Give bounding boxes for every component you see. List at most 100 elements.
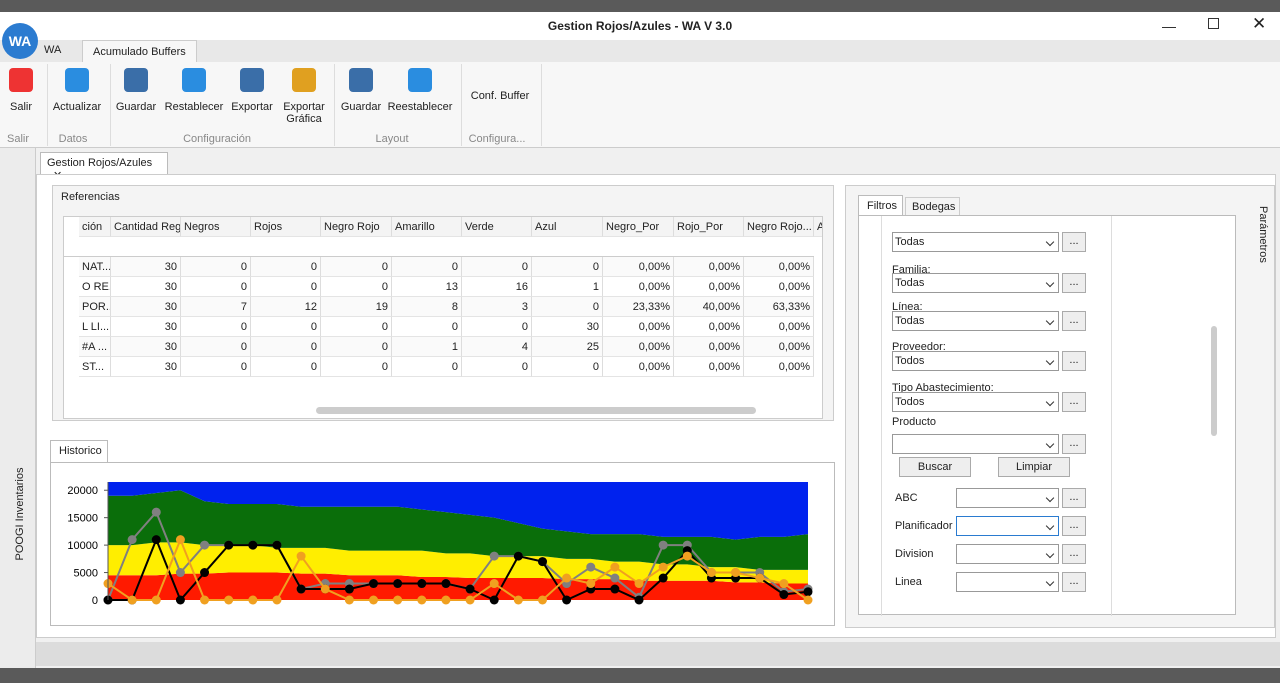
grid-cell[interactable]: 30 <box>111 337 181 357</box>
grid-cell[interactable]: 0,00% <box>603 357 674 377</box>
grid-cell[interactable]: 0 <box>181 317 251 337</box>
grid-cell[interactable]: 0,00% <box>744 317 814 337</box>
select[interactable] <box>956 516 1059 536</box>
button[interactable]: Limpiar <box>998 457 1070 477</box>
column-header[interactable]: Verde <box>462 217 532 237</box>
grid-cell[interactable]: 30 <box>111 297 181 317</box>
grid-cell[interactable]: 30 <box>532 317 603 337</box>
select[interactable] <box>956 488 1059 508</box>
grid-cell[interactable]: 12 <box>251 297 321 317</box>
historico-tab[interactable]: Historico <box>50 440 108 462</box>
grid-cell[interactable]: 0 <box>321 337 392 357</box>
ribbon-button[interactable]: Salir <box>0 66 51 128</box>
grid-cell[interactable]: 0 <box>532 297 603 317</box>
filter-tab[interactable]: Bodegas <box>905 197 960 216</box>
ribbon-button[interactable]: Guardar <box>331 66 391 128</box>
column-header[interactable]: Amarillo <box>392 217 462 237</box>
grid-cell[interactable]: 0,00% <box>674 337 744 357</box>
ellipsis-button[interactable]: ... <box>1062 488 1086 508</box>
ellipsis-button[interactable]: ... <box>1062 232 1086 252</box>
grid-cell[interactable]: 30 <box>111 317 181 337</box>
select[interactable]: Todas <box>892 273 1059 293</box>
grid-cell[interactable]: 8 <box>392 297 462 317</box>
close[interactable]: ✕ <box>1252 14 1266 34</box>
grid-cell[interactable]: 0 <box>251 317 321 337</box>
ellipsis-button[interactable]: ... <box>1062 311 1086 331</box>
grid-cell[interactable]: 30 <box>111 257 181 277</box>
minimize[interactable]: — <box>1162 18 1176 34</box>
select[interactable] <box>956 572 1059 592</box>
grid-cell[interactable]: 0 <box>392 257 462 277</box>
grid-cell[interactable]: 16 <box>462 277 532 297</box>
column-header[interactable]: Cantidad Reg <box>111 217 181 237</box>
ribbon-button[interactable]: Restablecer <box>164 66 224 128</box>
grid-cell[interactable]: 0 <box>462 317 532 337</box>
grid-cell[interactable]: 0 <box>392 357 462 377</box>
grid-cell[interactable]: 0 <box>181 257 251 277</box>
grid-cell[interactable]: 0,00% <box>744 337 814 357</box>
grid-cell[interactable]: O RE... <box>79 277 111 297</box>
grid-cell[interactable]: 0,00% <box>603 317 674 337</box>
grid-cell[interactable]: 0,00% <box>603 257 674 277</box>
grid-cell[interactable]: 0,00% <box>603 337 674 357</box>
grid-cell[interactable]: NAT... <box>79 257 111 277</box>
grid-cell[interactable]: 0 <box>462 357 532 377</box>
document-tab[interactable]: Gestion Rojos/Azules ✕ <box>40 152 168 174</box>
ribbon-button[interactable]: Actualizar <box>47 66 107 128</box>
grid-cell[interactable]: 0 <box>251 257 321 277</box>
ribbon-button[interactable]: Guardar <box>106 66 166 128</box>
grid-cell[interactable]: 0,00% <box>744 257 814 277</box>
sidebar-label[interactable]: POOGI Inventarios <box>14 454 26 574</box>
select[interactable]: Todas <box>892 311 1059 331</box>
column-header[interactable]: A <box>814 217 823 237</box>
grid-cell[interactable]: 0,00% <box>744 357 814 377</box>
grid-cell[interactable]: 19 <box>321 297 392 317</box>
grid-cell[interactable]: 7 <box>181 297 251 317</box>
grid-cell[interactable]: 3 <box>462 297 532 317</box>
select[interactable]: Todos <box>892 351 1059 371</box>
grid-cell[interactable]: 40,00% <box>674 297 744 317</box>
grid-cell[interactable]: 0,00% <box>603 277 674 297</box>
column-header[interactable]: Rojos <box>251 217 321 237</box>
grid-cell[interactable]: L LI... <box>79 317 111 337</box>
grid-cell[interactable]: 0 <box>251 277 321 297</box>
grid-cell[interactable]: 30 <box>111 277 181 297</box>
grid-cell[interactable]: 4 <box>462 337 532 357</box>
ribbon-tab[interactable]: Acumulado Buffers <box>82 40 197 62</box>
grid-cell[interactable]: 0 <box>251 337 321 357</box>
ribbon-tab[interactable]: WA <box>44 44 78 56</box>
ribbon-button[interactable]: Reestablecer <box>390 66 450 128</box>
column-header[interactable]: Negros <box>181 217 251 237</box>
grid-cell[interactable]: 0 <box>181 357 251 377</box>
grid-cell[interactable]: 0 <box>321 277 392 297</box>
text-input[interactable] <box>892 434 1059 454</box>
button[interactable]: Buscar <box>899 457 971 477</box>
ribbon-button[interactable]: Conf. Buffer <box>470 66 530 128</box>
ellipsis-button[interactable]: ... <box>1062 434 1086 454</box>
grid-cell[interactable]: #A ... <box>79 337 111 357</box>
column-header[interactable]: Negro_Por <box>603 217 674 237</box>
column-header[interactable]: Rojo_Por <box>674 217 744 237</box>
grid-cell[interactable]: 30 <box>111 357 181 377</box>
column-header[interactable]: Azul <box>532 217 603 237</box>
select[interactable]: Todas <box>892 232 1059 252</box>
filter-tab[interactable]: Filtros <box>858 195 903 216</box>
ribbon-button[interactable]: Exportar Gráfica <box>274 66 334 128</box>
select[interactable] <box>956 544 1059 564</box>
grid-cell[interactable]: 25 <box>532 337 603 357</box>
grid-cell[interactable]: 0 <box>251 357 321 377</box>
grid-cell[interactable]: 0 <box>181 337 251 357</box>
column-header[interactable]: Negro Rojo <box>321 217 392 237</box>
grid-cell[interactable]: 0 <box>321 357 392 377</box>
grid-cell[interactable]: 23,33% <box>603 297 674 317</box>
column-header[interactable]: Negro Rojo... <box>744 217 814 237</box>
grid-cell[interactable]: 0,00% <box>674 277 744 297</box>
ellipsis-button[interactable]: ... <box>1062 392 1086 412</box>
ellipsis-button[interactable]: ... <box>1062 572 1086 592</box>
ellipsis-button[interactable]: ... <box>1062 516 1086 536</box>
grid-cell[interactable]: 0 <box>321 257 392 277</box>
grid-cell[interactable]: 0,00% <box>674 317 744 337</box>
grid-cell[interactable]: 1 <box>392 337 462 357</box>
ellipsis-button[interactable]: ... <box>1062 273 1086 293</box>
select[interactable]: Todos <box>892 392 1059 412</box>
